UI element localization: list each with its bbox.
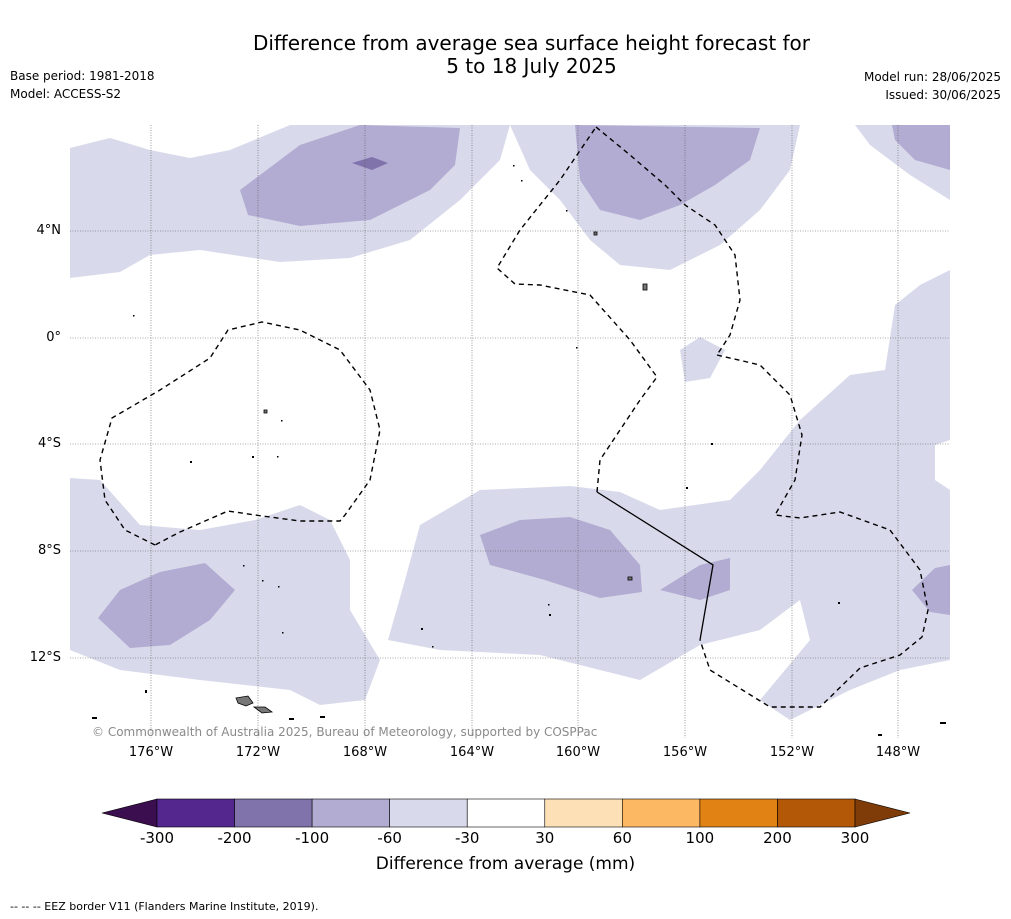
- lat-label-4s: 4°S: [37, 436, 61, 451]
- island-savaii: [235, 695, 254, 707]
- title-line-1: Difference from average sea surface heig…: [252, 31, 811, 55]
- colorbar: [101, 798, 911, 828]
- lat-label-8s: 8°S: [37, 543, 61, 558]
- colorbar-tick-label: -300: [139, 829, 175, 847]
- lon-label-160w: 160°W: [555, 745, 601, 760]
- colorbar-tick-label: -30: [454, 829, 480, 847]
- eez-solid-border: [596, 491, 714, 641]
- lon-label-172w: 172°W: [235, 745, 281, 760]
- model-name: Model: ACCESS-S2: [10, 87, 122, 101]
- islands: [235, 231, 648, 714]
- colorbar-tick-label: 60: [612, 829, 632, 847]
- island-small-north: [593, 231, 598, 236]
- colorbar-swatch: [466, 798, 546, 828]
- eez-legend-footer: -- -- -- EEZ border V11 (Flanders Marine…: [10, 900, 319, 913]
- eez-tokelau: [99, 321, 381, 546]
- patch-south-central: [480, 517, 642, 598]
- model-run: Model run: 28/06/2025: [863, 70, 1001, 84]
- colorbar-tick-label: 100: [685, 829, 715, 847]
- patch-east-edge: [912, 565, 950, 615]
- lat-label-0: 0°: [46, 330, 61, 345]
- gridlines: [70, 125, 950, 738]
- lat-label-12s: 12°S: [29, 650, 61, 665]
- map-title: Difference from average sea surface heig…: [200, 32, 863, 78]
- issued-date: Issued: 30/06/2025: [885, 88, 1001, 102]
- lon-label-164w: 164°W: [449, 745, 495, 760]
- colorbar-swatch: [311, 798, 390, 828]
- region-east: [388, 270, 950, 720]
- colorbar-arrow-min: [101, 798, 158, 828]
- island-small-west: [263, 409, 268, 414]
- colorbar-swatch: [156, 798, 235, 828]
- lon-label-156w: 156°W: [662, 745, 708, 760]
- island-kiribati: [642, 283, 648, 291]
- island-upolu: [252, 706, 274, 714]
- eez-line-islands: [496, 126, 929, 708]
- island-small-south: [627, 576, 633, 581]
- patch-north-central: [575, 125, 760, 220]
- patch-south-west: [98, 563, 235, 648]
- colorbar-swatch: [777, 798, 856, 828]
- colorbar-tick-label: 300: [840, 829, 870, 847]
- island-dots: [92, 165, 946, 736]
- lon-label-148w: 148°W: [875, 745, 921, 760]
- colorbar-label: Difference from average (mm): [375, 854, 636, 874]
- lon-label-152w: 152°W: [769, 745, 815, 760]
- colorbar-swatch: [622, 798, 701, 828]
- colorbar-tick-label: -100: [295, 829, 330, 847]
- colorbar-tick-label: 30: [535, 829, 555, 847]
- colorbar-tick-label: 200: [763, 829, 792, 847]
- patch-north-west: [240, 125, 460, 226]
- colorbar-tick-label: -60: [377, 829, 402, 847]
- base-period: Base period: 1981-2018: [10, 69, 155, 83]
- eez-borders: [99, 126, 929, 708]
- colorbar-swatch: [544, 798, 623, 828]
- copyright-notice: © Commonwealth of Australia 2025, Bureau…: [92, 725, 598, 739]
- patch-strong: [352, 157, 388, 170]
- patch-north-east: [892, 125, 950, 170]
- colorbar-swatch: [234, 798, 313, 828]
- anomaly-light-regions: [70, 125, 950, 720]
- colorbar-swatch: [699, 798, 778, 828]
- lon-label-176w: 176°W: [128, 745, 174, 760]
- colorbar-tick-label: -200: [217, 829, 252, 847]
- colorbar-swatch: [389, 798, 468, 828]
- colorbar-arrow-max: [854, 798, 911, 828]
- region-central-island: [680, 337, 725, 382]
- lon-label-168w: 168°W: [342, 745, 388, 760]
- lat-label-4n: 4°N: [36, 223, 62, 238]
- title-line-2: 5 to 18 July 2025: [446, 54, 617, 78]
